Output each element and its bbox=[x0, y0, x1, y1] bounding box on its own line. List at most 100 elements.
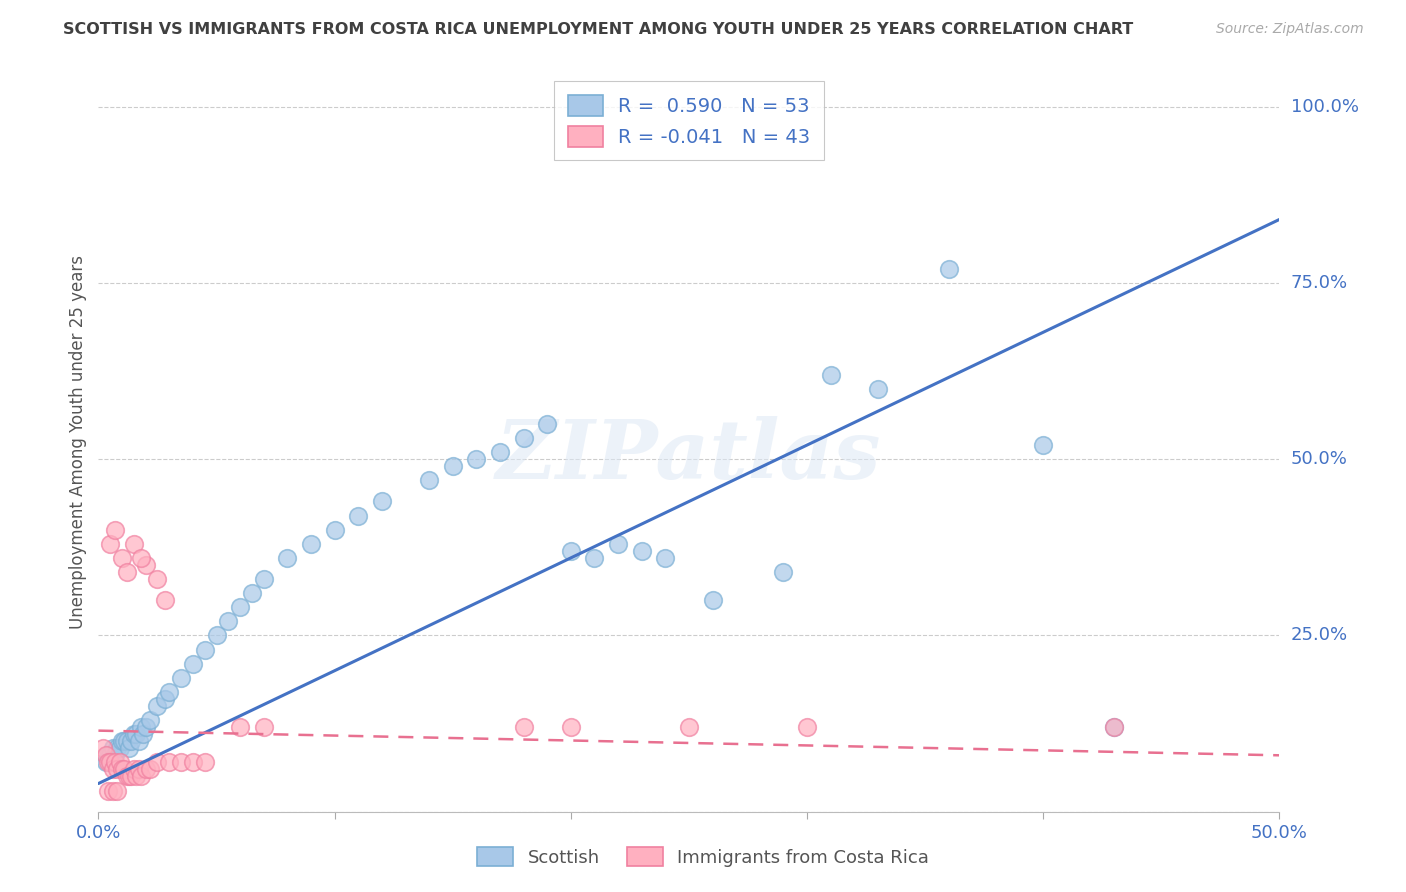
Point bbox=[101, 741, 124, 756]
Point bbox=[98, 537, 121, 551]
Point bbox=[118, 741, 141, 756]
Point bbox=[132, 727, 155, 741]
Point bbox=[121, 769, 143, 783]
Point bbox=[97, 748, 120, 763]
Text: Source: ZipAtlas.com: Source: ZipAtlas.com bbox=[1216, 22, 1364, 37]
Point bbox=[128, 763, 150, 777]
Point bbox=[153, 692, 176, 706]
Legend: Scottish, Immigrants from Costa Rica: Scottish, Immigrants from Costa Rica bbox=[470, 840, 936, 874]
Point bbox=[347, 508, 370, 523]
Point bbox=[129, 550, 152, 565]
Point bbox=[146, 756, 169, 770]
Legend: R =  0.590   N = 53, R = -0.041   N = 43: R = 0.590 N = 53, R = -0.041 N = 43 bbox=[554, 81, 824, 161]
Point bbox=[105, 783, 128, 797]
Point bbox=[560, 720, 582, 734]
Point bbox=[105, 763, 128, 777]
Point bbox=[112, 763, 135, 777]
Point bbox=[441, 459, 464, 474]
Point bbox=[122, 727, 145, 741]
Point bbox=[1102, 720, 1125, 734]
Point bbox=[938, 261, 960, 276]
Point bbox=[118, 769, 141, 783]
Point bbox=[512, 431, 534, 445]
Point bbox=[135, 763, 157, 777]
Point bbox=[217, 615, 239, 629]
Point bbox=[125, 727, 148, 741]
Text: 50.0%: 50.0% bbox=[1291, 450, 1347, 468]
Point bbox=[115, 734, 138, 748]
Point bbox=[115, 565, 138, 579]
Point bbox=[157, 756, 180, 770]
Point bbox=[146, 698, 169, 713]
Point bbox=[772, 565, 794, 579]
Point bbox=[94, 756, 117, 770]
Point bbox=[702, 593, 724, 607]
Point bbox=[796, 720, 818, 734]
Text: 75.0%: 75.0% bbox=[1291, 274, 1348, 292]
Point bbox=[104, 756, 127, 770]
Text: 25.0%: 25.0% bbox=[1291, 626, 1348, 644]
Point bbox=[181, 657, 204, 671]
Point bbox=[253, 572, 276, 586]
Point bbox=[299, 537, 322, 551]
Point bbox=[122, 763, 145, 777]
Point bbox=[104, 523, 127, 537]
Point bbox=[371, 494, 394, 508]
Point bbox=[465, 452, 488, 467]
Text: SCOTTISH VS IMMIGRANTS FROM COSTA RICA UNEMPLOYMENT AMONG YOUTH UNDER 25 YEARS C: SCOTTISH VS IMMIGRANTS FROM COSTA RICA U… bbox=[63, 22, 1133, 37]
Point bbox=[129, 769, 152, 783]
Point bbox=[536, 417, 558, 431]
Point bbox=[678, 720, 700, 734]
Point bbox=[229, 720, 252, 734]
Point bbox=[323, 523, 346, 537]
Point bbox=[560, 544, 582, 558]
Point bbox=[105, 741, 128, 756]
Point bbox=[91, 741, 114, 756]
Point bbox=[108, 756, 131, 770]
Point bbox=[104, 748, 127, 763]
Point bbox=[170, 671, 193, 685]
Point bbox=[101, 763, 124, 777]
Point bbox=[94, 748, 117, 763]
Point bbox=[205, 628, 228, 642]
Point bbox=[146, 572, 169, 586]
Point bbox=[98, 748, 121, 763]
Point bbox=[512, 720, 534, 734]
Point bbox=[98, 756, 121, 770]
Point bbox=[135, 558, 157, 572]
Point bbox=[229, 600, 252, 615]
Point bbox=[125, 769, 148, 783]
Point bbox=[418, 473, 440, 487]
Point bbox=[194, 642, 217, 657]
Point bbox=[111, 763, 134, 777]
Point bbox=[101, 783, 124, 797]
Point bbox=[128, 734, 150, 748]
Point bbox=[121, 734, 143, 748]
Point bbox=[97, 756, 120, 770]
Point bbox=[111, 550, 134, 565]
Point bbox=[194, 756, 217, 770]
Point bbox=[97, 783, 120, 797]
Point bbox=[170, 756, 193, 770]
Point bbox=[108, 741, 131, 756]
Y-axis label: Unemployment Among Youth under 25 years: Unemployment Among Youth under 25 years bbox=[69, 254, 87, 629]
Point bbox=[607, 537, 630, 551]
Point bbox=[139, 763, 162, 777]
Point bbox=[276, 550, 298, 565]
Point bbox=[630, 544, 652, 558]
Point bbox=[583, 550, 606, 565]
Point bbox=[135, 720, 157, 734]
Point bbox=[489, 445, 512, 459]
Point bbox=[181, 756, 204, 770]
Point bbox=[253, 720, 276, 734]
Point bbox=[157, 685, 180, 699]
Text: 100.0%: 100.0% bbox=[1291, 97, 1358, 116]
Point bbox=[153, 593, 176, 607]
Point bbox=[1032, 438, 1054, 452]
Point bbox=[112, 734, 135, 748]
Point bbox=[654, 550, 676, 565]
Point bbox=[1102, 720, 1125, 734]
Point bbox=[820, 368, 842, 382]
Point bbox=[139, 713, 162, 727]
Point bbox=[866, 382, 889, 396]
